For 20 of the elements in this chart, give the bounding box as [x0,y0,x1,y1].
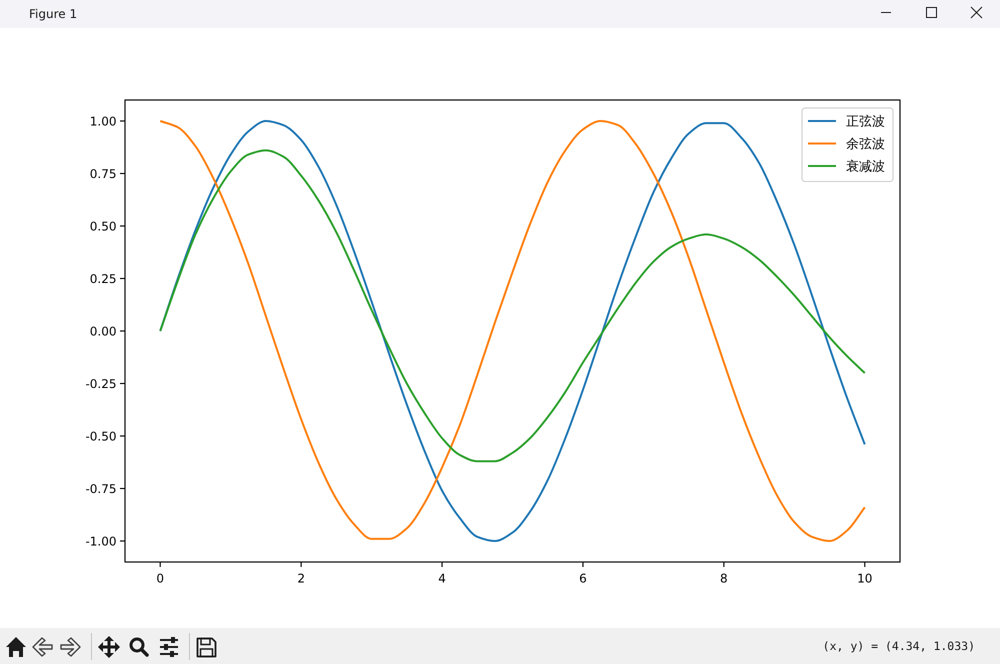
y-tick-label: 1.00 [90,114,116,128]
x-tick-label: 2 [297,572,305,586]
text: (x, y) = (4.34, 1.033) [822,639,975,653]
x-tick-label: 6 [579,572,587,586]
x-tick-label: 10 [857,572,872,586]
x-tick-label: 0 [156,572,164,586]
y-tick-label: 0.25 [90,272,116,286]
x-tick-label: 4 [438,572,446,586]
legend-label: 衰减波 [846,158,885,174]
y-tick-label: -0.25 [85,376,116,391]
y-tick-label: 0.50 [90,219,116,234]
y-tick-label: 0.75 [90,166,116,181]
y-tick-label: -0.75 [85,482,116,496]
y-tick-label: -0.50 [85,429,116,444]
legend-label: 余弦波 [846,137,885,152]
caption: Figure 1 [29,7,78,21]
x-tick-label: 8 [720,572,728,586]
legend-label: 正弦波 [846,114,885,130]
y-tick-label: -1.00 [85,534,116,548]
y-tick-label: 0.00 [90,324,116,338]
